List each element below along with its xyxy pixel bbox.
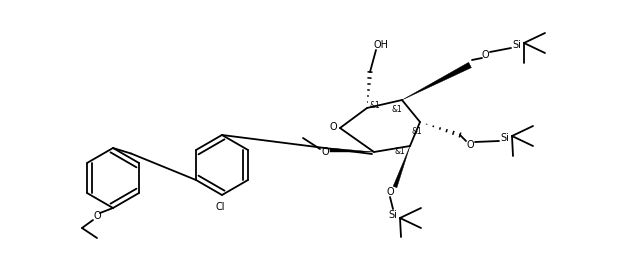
Text: &1: &1	[392, 106, 402, 114]
Text: O: O	[386, 187, 394, 197]
Text: &1: &1	[394, 146, 405, 155]
Polygon shape	[393, 146, 410, 188]
Polygon shape	[402, 62, 471, 100]
Text: Si: Si	[389, 210, 397, 220]
Text: Si: Si	[500, 133, 510, 143]
Text: O: O	[321, 147, 329, 157]
Text: O: O	[481, 50, 489, 60]
Text: O: O	[466, 140, 474, 150]
Text: &1: &1	[370, 101, 381, 109]
Text: Si: Si	[513, 40, 521, 50]
Polygon shape	[330, 148, 374, 152]
Text: O: O	[329, 122, 337, 132]
Text: OH: OH	[373, 40, 389, 50]
Text: O: O	[93, 211, 101, 221]
Text: &1: &1	[412, 127, 422, 136]
Text: Cl: Cl	[215, 202, 224, 212]
